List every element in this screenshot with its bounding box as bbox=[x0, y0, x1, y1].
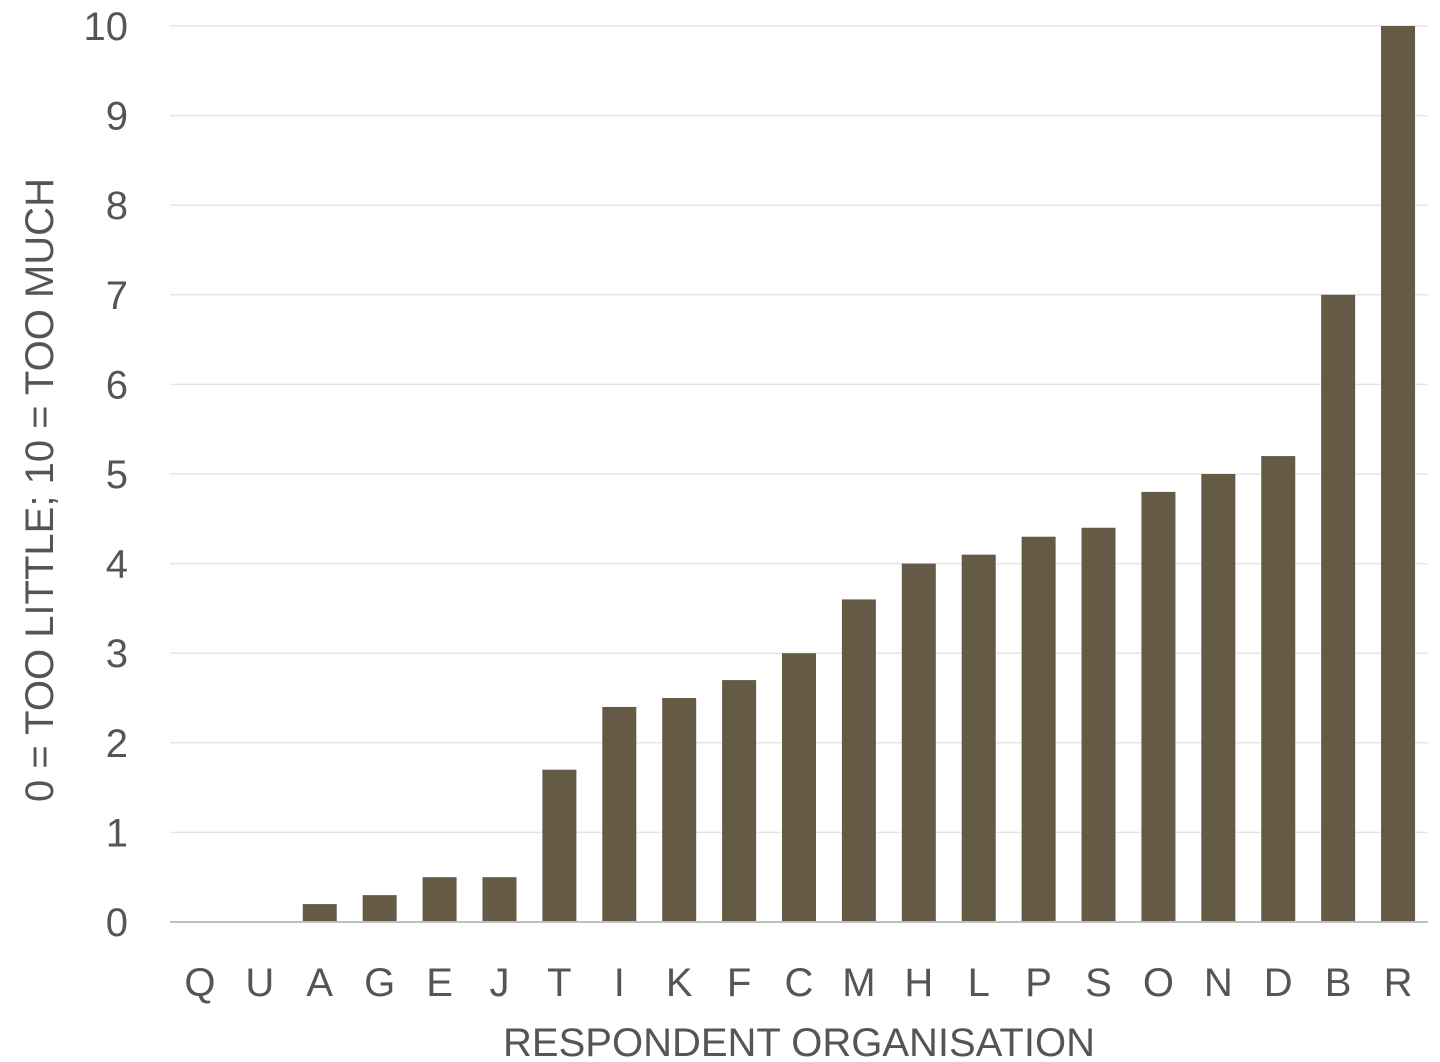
x-tick-label: K bbox=[666, 961, 693, 1005]
x-tick-label: S bbox=[1085, 961, 1112, 1005]
bar-K bbox=[662, 698, 697, 922]
y-tick-label: 2 bbox=[106, 722, 128, 766]
gridlines bbox=[170, 25, 1428, 834]
y-tick-label: 10 bbox=[84, 5, 129, 49]
x-axis-title: RESPONDENT ORGANISATION bbox=[503, 1021, 1095, 1062]
bar-G bbox=[362, 895, 397, 922]
bar-D bbox=[1261, 456, 1296, 922]
y-tick-label: 5 bbox=[106, 453, 128, 497]
x-tick-label: J bbox=[489, 961, 509, 1005]
x-tick-label: U bbox=[245, 961, 274, 1005]
bar-I bbox=[602, 706, 637, 922]
bar-M bbox=[841, 599, 876, 922]
y-axis-tick-labels: 0 1 2 3 4 5 6 7 8 9 10 bbox=[84, 5, 129, 945]
bar-L bbox=[961, 554, 996, 922]
y-tick-label: 3 bbox=[106, 632, 128, 676]
bar-A bbox=[302, 904, 337, 922]
x-tick-label: G bbox=[364, 961, 395, 1005]
bar-H bbox=[901, 563, 936, 922]
y-tick-label: 1 bbox=[106, 811, 128, 855]
bar-E bbox=[422, 877, 457, 922]
bar-S bbox=[1081, 527, 1116, 922]
x-tick-label: C bbox=[785, 961, 814, 1005]
x-tick-label: F bbox=[727, 961, 751, 1005]
bar-C bbox=[782, 653, 816, 922]
y-tick-label: 0 bbox=[106, 901, 128, 945]
x-tick-label: R bbox=[1384, 961, 1413, 1005]
y-axis-title: 0 = TOO LITTLE; 10 = TOO MUCH bbox=[18, 178, 62, 802]
bar-N bbox=[1201, 474, 1236, 922]
bar-P bbox=[1021, 536, 1056, 922]
y-tick-label: 8 bbox=[106, 184, 128, 228]
bars bbox=[302, 26, 1416, 922]
x-tick-label: D bbox=[1264, 961, 1293, 1005]
x-tick-label: A bbox=[306, 961, 333, 1005]
x-tick-label: T bbox=[547, 961, 571, 1005]
y-tick-label: 4 bbox=[106, 543, 128, 587]
x-tick-label: Q bbox=[184, 961, 215, 1005]
x-tick-label: M bbox=[842, 961, 875, 1005]
bar-F bbox=[722, 680, 757, 922]
bar-R bbox=[1381, 26, 1416, 922]
x-tick-label: O bbox=[1143, 961, 1174, 1005]
y-tick-label: 9 bbox=[106, 95, 128, 139]
bar-T bbox=[542, 769, 577, 922]
x-tick-label: E bbox=[426, 961, 453, 1005]
x-tick-label: H bbox=[904, 961, 933, 1005]
x-tick-label: B bbox=[1325, 961, 1352, 1005]
x-tick-label: P bbox=[1025, 961, 1052, 1005]
y-tick-label: 7 bbox=[106, 274, 128, 318]
bar-B bbox=[1321, 294, 1356, 922]
x-tick-label: L bbox=[968, 961, 990, 1005]
y-tick-label: 6 bbox=[106, 363, 128, 407]
bar-J bbox=[482, 877, 517, 922]
x-tick-label: I bbox=[614, 961, 625, 1005]
bar-O bbox=[1141, 491, 1176, 922]
x-tick-label: N bbox=[1204, 961, 1233, 1005]
